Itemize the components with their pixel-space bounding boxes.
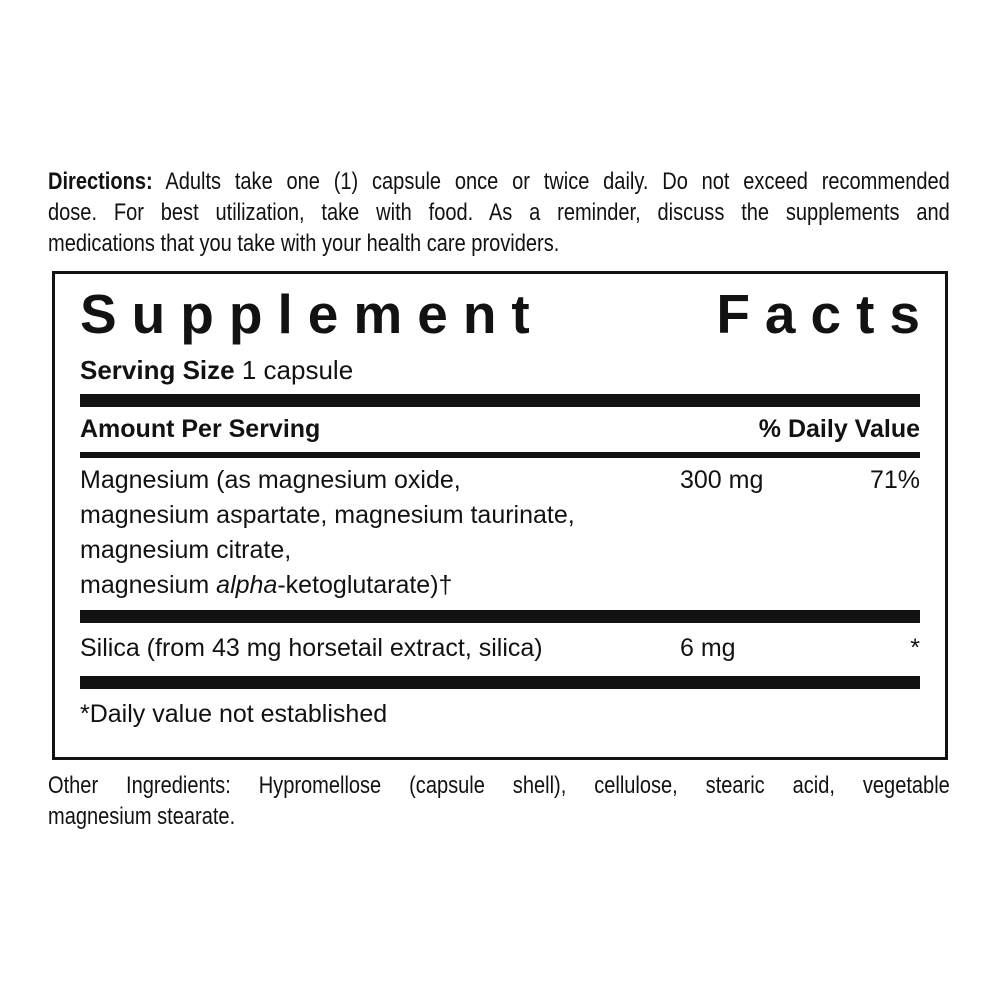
divider-thick-middle: [80, 610, 920, 623]
directions-line-3: medications that you take with your heal…: [48, 230, 560, 257]
serving-size-value: 1 capsule: [241, 355, 354, 385]
other-ingredients-line-2: magnesium stearate.: [48, 803, 236, 830]
divider-thin-header: [80, 452, 920, 458]
magnesium-name-line-4: magnesium alpha-ketoglutarate)†: [80, 568, 680, 603]
header-amount-per-serving: Amount Per Serving: [80, 415, 321, 443]
other-ingredients-paragraph: Other Ingredients: Hypromellose (capsule…: [48, 770, 950, 832]
magnesium-name-line-4-prefix: magnesium: [80, 571, 217, 599]
divider-thick-top: [80, 394, 920, 407]
panel-title-word-2: Facts: [716, 283, 935, 345]
magnesium-name-line-4-italic: alpha: [216, 571, 278, 599]
supplement-facts-panel: Supplement Facts Serving Size 1 capsule …: [52, 271, 948, 760]
daily-value-footnote: *Daily value not established: [80, 700, 388, 728]
magnesium-daily-value: 71%: [869, 466, 920, 494]
table-row-silica: Silica (from 43 mg horsetail extract, si…: [80, 623, 920, 676]
directions-line-1-text: Adults take one (1) capsule once or twic…: [165, 168, 950, 195]
magnesium-name: Magnesium (as magnesium oxide, magnesium…: [80, 463, 680, 603]
panel-title-word-1: Supplement: [80, 283, 545, 345]
panel-title: Supplement Facts: [80, 287, 920, 342]
table-row-magnesium: Magnesium (as magnesium oxide, magnesium…: [80, 458, 920, 606]
silica-daily-value: *: [910, 634, 920, 662]
directions-label: Directions:: [48, 168, 153, 195]
magnesium-name-line-1: Magnesium (as magnesium oxide,: [80, 466, 461, 494]
header-daily-value: % Daily Value: [758, 415, 920, 443]
serving-size-label: Serving Size: [80, 355, 235, 385]
magnesium-name-line-4-suffix: -ketoglutarate)†: [277, 571, 453, 599]
magnesium-amount: 300 mg: [680, 466, 764, 494]
silica-name: Silica (from 43 mg horsetail extract, si…: [80, 634, 543, 662]
other-ingredients-line-1: Other Ingredients: Hypromellose (capsule…: [48, 772, 950, 799]
magnesium-name-line-2: magnesium aspartate, magnesium taurinate…: [80, 501, 575, 529]
table-header-row: Amount Per Serving % Daily Value: [80, 407, 920, 452]
directions-line-1: Directions: Adults take one (1) capsule …: [48, 166, 950, 197]
divider-thick-bottom: [80, 676, 920, 689]
directions-line-2: dose. For best utilization, take with fo…: [48, 199, 950, 226]
silica-amount: 6 mg: [680, 634, 736, 662]
serving-size-line: Serving Size 1 capsule: [80, 355, 920, 385]
directions-paragraph: Directions: Adults take one (1) capsule …: [48, 166, 950, 259]
magnesium-name-line-3: magnesium citrate,: [80, 536, 292, 564]
